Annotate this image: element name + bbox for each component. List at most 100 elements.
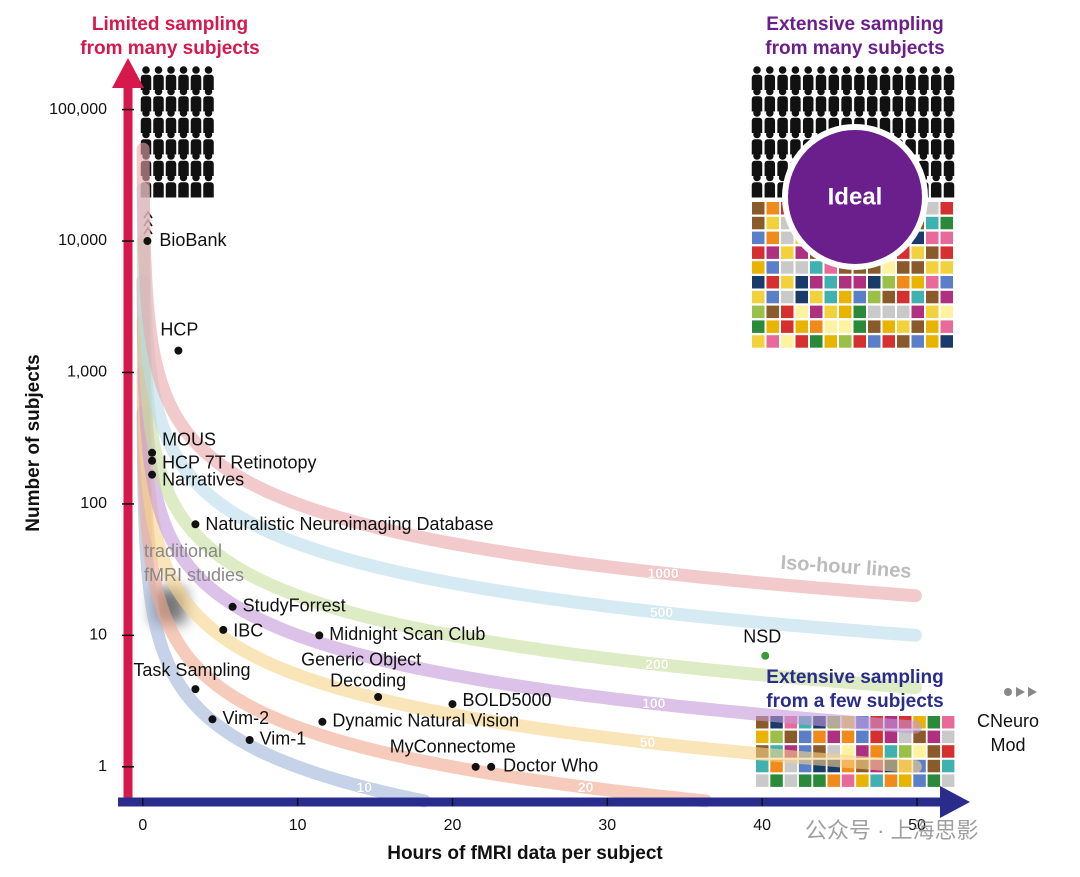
image-tile (839, 276, 852, 289)
data-point (143, 237, 152, 246)
person-icon (192, 130, 200, 139)
iso-hour-label: 100 (642, 695, 666, 711)
person-icon (804, 66, 812, 74)
image-tile (810, 290, 823, 304)
person-icon (179, 130, 188, 139)
image-tile (770, 730, 783, 744)
person-icon (165, 160, 177, 176)
annotation-bottom-right: Extensive sampling (766, 667, 943, 688)
image-tile (752, 290, 765, 304)
image-tile (927, 730, 941, 744)
x-tick-label: 20 (444, 817, 462, 834)
person-icon (766, 130, 774, 139)
person-icon (918, 74, 929, 90)
person-icon (802, 74, 814, 90)
image-tile (913, 774, 926, 787)
data-point (318, 717, 327, 726)
image-tile (824, 320, 837, 333)
image-tile (853, 305, 866, 319)
image-tile (766, 335, 779, 348)
y-tick-label: 100,000 (49, 101, 107, 118)
point-label: BOLD5000 (462, 690, 551, 710)
person-icon (753, 87, 761, 96)
image-tile (781, 320, 794, 333)
point-label: Midnight Scan Club (329, 624, 485, 644)
person-icon (190, 74, 202, 90)
person-icon (192, 109, 200, 117)
person-icon (919, 109, 928, 117)
person-icon (192, 152, 200, 160)
person-icon (154, 109, 163, 117)
image-tile (927, 759, 941, 773)
iso-hour-label: 20 (578, 779, 594, 795)
image-tile (940, 335, 953, 348)
person-icon (854, 74, 865, 90)
x-axis-arrow (940, 786, 970, 818)
person-icon (753, 66, 761, 74)
person-icon (203, 182, 214, 198)
image-tile (897, 261, 910, 274)
person-icon (894, 109, 902, 117)
person-icon (894, 130, 902, 139)
person-icon (140, 96, 152, 112)
image-tile (781, 305, 794, 319)
data-point (245, 735, 254, 744)
point-label: HCP (160, 319, 198, 339)
person-icon (142, 66, 150, 74)
image-tile (868, 276, 881, 289)
person-icon (828, 96, 840, 112)
person-icon (930, 160, 942, 176)
image-tile (882, 261, 895, 274)
person-icon (930, 117, 942, 133)
point-label: Decoding (330, 671, 406, 691)
person-icon (179, 66, 188, 74)
person-icon (790, 96, 801, 112)
person-icon (154, 152, 163, 160)
y-tick-label: 1,000 (67, 364, 107, 381)
person-icon (203, 139, 214, 155)
person-icon (828, 74, 840, 90)
image-tile (940, 290, 953, 304)
person-icon (167, 152, 175, 160)
point-label: Vim-2 (222, 708, 269, 728)
image-tile (941, 759, 955, 773)
data-point (761, 651, 770, 660)
person-icon (943, 96, 955, 112)
person-icon (753, 173, 761, 182)
point-label: BioBank (159, 230, 227, 250)
iso-hour-label: 500 (650, 604, 674, 620)
person-icon (778, 66, 787, 74)
image-tile (911, 276, 924, 289)
image-tile (897, 305, 910, 319)
point-label: MOUS (162, 430, 216, 450)
person-icon (764, 139, 776, 155)
image-tile (853, 320, 866, 333)
point-label: Naturalistic Neuroimaging Database (205, 514, 493, 534)
image-tile (927, 745, 941, 758)
person-icon (932, 173, 940, 182)
person-icon (165, 96, 177, 112)
person-icon (140, 117, 152, 133)
point-label: Vim-1 (260, 729, 307, 749)
person-icon (204, 130, 213, 139)
x-tick-label: 10 (289, 817, 307, 834)
image-tile (770, 759, 783, 773)
image-tile (781, 290, 794, 304)
image-tile (752, 335, 765, 348)
image-tile (940, 276, 953, 289)
person-icon (167, 109, 175, 117)
image-tile (770, 774, 783, 787)
data-point (208, 715, 217, 724)
person-icon (830, 66, 838, 74)
image-tile (927, 774, 941, 787)
person-icon (165, 182, 177, 198)
y-tick-label: 100 (80, 495, 107, 512)
person-icon (881, 66, 889, 74)
person-icon (943, 160, 955, 176)
image-tile (926, 246, 939, 259)
person-icon (945, 173, 953, 182)
person-icon (764, 74, 776, 90)
image-tile (781, 335, 794, 348)
person-icon (817, 66, 825, 74)
